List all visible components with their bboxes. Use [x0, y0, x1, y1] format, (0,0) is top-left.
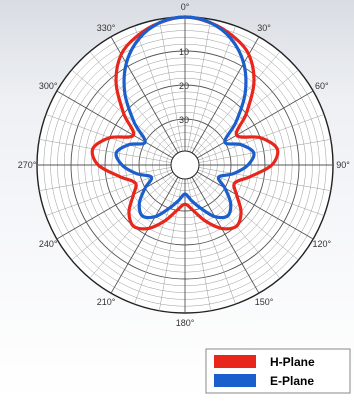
grid-spoke: [110, 36, 180, 155]
legend: H-Plane E-Plane: [205, 348, 351, 394]
legend-swatch-h-plane: [214, 355, 256, 368]
grid-spoke: [196, 166, 331, 191]
series-line-h-plane: [90, 15, 280, 231]
angle-tick-label: 120°: [313, 239, 332, 249]
legend-label-e-plane: E-Plane: [270, 374, 314, 388]
series-line-e-plane: [114, 15, 256, 220]
grid-spoke: [89, 51, 178, 156]
legend-swatch-e-plane: [214, 374, 256, 387]
angle-tick-label: 240°: [39, 239, 58, 249]
legend-label-h-plane: H-Plane: [270, 355, 315, 369]
grid-spoke: [195, 170, 314, 240]
grid-spoke: [190, 36, 260, 155]
radial-tick-label: 30: [179, 115, 189, 125]
grid-spoke: [56, 90, 175, 160]
grid-spoke: [39, 139, 174, 164]
grid-spoke: [190, 175, 260, 294]
series-group: [90, 15, 280, 231]
angle-tick-label: 60°: [315, 81, 329, 91]
radial-tick-label: 20: [179, 81, 189, 91]
grid-spoke: [110, 175, 180, 294]
grid-spoke: [194, 172, 299, 261]
angle-tick-label: 90°: [336, 160, 350, 170]
grid-spoke: [192, 51, 281, 156]
angle-tick-label: 300°: [39, 81, 58, 91]
angle-tick-label: 330°: [97, 23, 116, 33]
angle-tick-label: 30°: [257, 23, 271, 33]
radial-tick-label: 10: [179, 47, 189, 57]
grid-spoke: [71, 172, 176, 261]
angle-tick-label: 270°: [18, 160, 37, 170]
grid-spoke: [39, 166, 174, 191]
grid-spoke: [56, 170, 175, 240]
grid-spoke: [159, 19, 184, 154]
angle-tick-label: 0°: [181, 2, 190, 12]
angle-tick-label: 150°: [255, 297, 274, 307]
grid-spoke: [186, 19, 211, 154]
grid-spoke: [188, 25, 236, 154]
angle-tick-labels: 0° 30° 60° 90° 120° 150° 180° 210° 240° 270° 300° 3…: [18, 2, 351, 328]
center-hub: [170, 150, 200, 180]
radial-tick-labels: 10 20 30: [179, 47, 189, 125]
grid-spoke: [195, 90, 314, 160]
grid-spoke: [188, 176, 236, 305]
angle-tick-label: 180°: [176, 318, 195, 328]
grid-spoke: [134, 176, 182, 305]
grid-spoke: [196, 139, 331, 164]
grid-spoke: [134, 25, 182, 154]
angle-tick-label: 210°: [97, 297, 116, 307]
